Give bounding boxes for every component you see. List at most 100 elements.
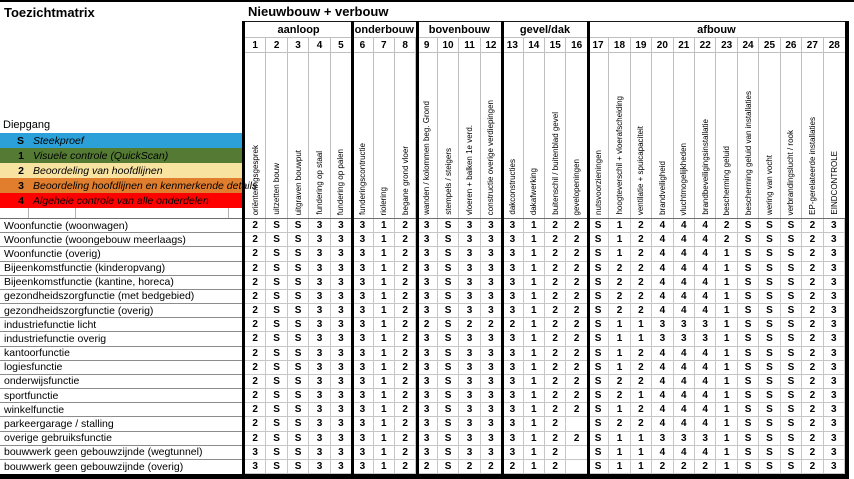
matrix-cell[interactable]: 3 [245,445,267,460]
matrix-cell[interactable]: 4 [673,360,695,375]
column-header-25[interactable]: wering van vocht [759,53,781,218]
row-label[interactable]: parkeergarage / stalling [0,417,242,432]
matrix-cell[interactable]: 2 [245,417,267,432]
matrix-cell[interactable]: 2 [802,304,824,319]
matrix-cell[interactable]: 3 [309,389,331,404]
matrix-cell[interactable]: S [437,360,460,375]
matrix-cell[interactable]: 2 [245,233,267,248]
matrix-cell[interactable]: 3 [459,360,481,375]
matrix-cell[interactable]: S [437,318,460,333]
matrix-cell[interactable]: 2 [395,389,417,404]
matrix-cell[interactable]: 2 [609,304,631,319]
matrix-cell[interactable]: 3 [416,247,438,262]
matrix-cell[interactable]: 3 [823,261,845,276]
matrix-cell[interactable]: 3 [416,289,438,304]
matrix-cell[interactable]: 1 [523,233,545,248]
matrix-cell[interactable]: 3 [823,289,845,304]
group-header-onderbouw[interactable]: onderbouw [354,23,414,36]
matrix-cell[interactable]: 2 [566,247,588,262]
matrix-cell[interactable]: 3 [309,318,331,333]
matrix-cell[interactable]: 3 [502,346,524,361]
matrix-cell[interactable]: S [266,219,288,234]
matrix-cell[interactable]: 3 [823,459,845,474]
matrix-cell[interactable]: 3 [695,431,717,446]
matrix-cell[interactable]: S [587,332,610,347]
matrix-cell[interactable]: S [287,318,310,333]
matrix-cell[interactable]: S [587,459,610,474]
matrix-cell[interactable]: 2 [395,431,417,446]
matrix-cell[interactable]: 3 [352,318,374,333]
matrix-cell[interactable]: 2 [245,374,267,389]
matrix-cell[interactable]: S [287,389,310,404]
matrix-cell[interactable]: 1 [716,346,738,361]
matrix-cell[interactable]: S [437,304,460,319]
matrix-cell[interactable]: 2 [630,417,653,432]
matrix-cell[interactable]: 2 [245,275,267,290]
matrix-cell[interactable]: 3 [416,374,438,389]
matrix-cell[interactable]: S [437,233,460,248]
matrix-cell[interactable]: S [780,289,803,304]
matrix-cell[interactable]: 2 [395,403,417,418]
matrix-cell[interactable]: S [266,360,288,375]
matrix-cell[interactable]: 4 [695,304,717,319]
column-number-11[interactable]: 11 [459,38,481,52]
matrix-cell[interactable]: 1 [716,431,738,446]
matrix-cell[interactable]: S [266,459,288,474]
matrix-cell[interactable]: S [780,247,803,262]
matrix-cell[interactable]: 1 [523,459,545,474]
matrix-cell[interactable]: S [437,417,460,432]
legend-level-2[interactable]: 2 Beoordeling van hoofdlijnen [0,163,242,178]
matrix-cell[interactable]: 2 [630,219,653,234]
matrix-cell[interactable]: 3 [502,389,524,404]
matrix-cell[interactable]: S [587,318,610,333]
matrix-cell[interactable]: 4 [652,247,674,262]
column-number-18[interactable]: 18 [609,38,631,52]
matrix-cell[interactable]: 3 [823,304,845,319]
matrix-cell[interactable]: S [266,417,288,432]
matrix-cell[interactable]: S [737,389,760,404]
matrix-cell[interactable]: 2 [802,389,824,404]
matrix-cell[interactable]: 3 [652,318,674,333]
row-label[interactable]: overige gebruiksfunctie [0,432,242,446]
matrix-cell[interactable]: 3 [416,403,438,418]
matrix-cell[interactable]: 4 [652,374,674,389]
column-number-28[interactable]: 28 [828,39,840,51]
matrix-cell[interactable]: S [437,374,460,389]
matrix-cell[interactable]: 3 [502,219,524,234]
matrix-cell[interactable]: 3 [352,304,374,319]
matrix-cell[interactable]: 3 [416,304,438,319]
matrix-cell[interactable]: 2 [609,261,631,276]
matrix-cell[interactable]: 1 [609,445,631,460]
matrix-cell[interactable]: S [587,233,610,248]
matrix-cell[interactable]: 3 [480,233,503,248]
matrix-cell[interactable]: 3 [823,247,845,262]
matrix-cell[interactable]: S [780,332,803,347]
matrix-cell[interactable]: 2 [566,233,588,248]
column-number-7[interactable]: 7 [374,38,395,52]
group-header-gevel-dak[interactable]: gevel/dak [519,23,571,36]
matrix-cell[interactable]: 2 [245,431,267,446]
matrix-cell[interactable]: 1 [523,289,545,304]
matrix-cell[interactable]: 3 [352,233,374,248]
matrix-cell[interactable]: S [737,289,760,304]
matrix-cell[interactable]: 3 [330,417,353,432]
matrix-cell[interactable]: 3 [459,233,481,248]
matrix-cell[interactable]: 3 [502,417,524,432]
matrix-cell[interactable]: 2 [245,403,267,418]
matrix-cell[interactable]: 2 [395,459,417,474]
column-number-1[interactable]: 1 [245,38,267,52]
column-number-22[interactable]: 22 [695,38,717,52]
matrix-cell[interactable]: S [437,346,460,361]
matrix-cell[interactable]: 2 [395,289,417,304]
matrix-cell[interactable]: 2 [566,318,588,333]
column-header-26[interactable]: verbrandingslucht / rook [781,53,803,218]
matrix-cell[interactable]: 1 [523,304,545,319]
matrix-cell[interactable]: S [266,318,288,333]
matrix-cell[interactable]: 3 [352,431,374,446]
matrix-cell[interactable]: 1 [373,289,395,304]
matrix-cell[interactable]: 3 [480,403,503,418]
matrix-cell[interactable]: 1 [609,332,631,347]
column-header-24[interactable]: bescherming geluid van installaties [738,53,760,218]
matrix-cell[interactable]: 1 [373,233,395,248]
matrix-cell[interactable]: 2 [630,374,653,389]
